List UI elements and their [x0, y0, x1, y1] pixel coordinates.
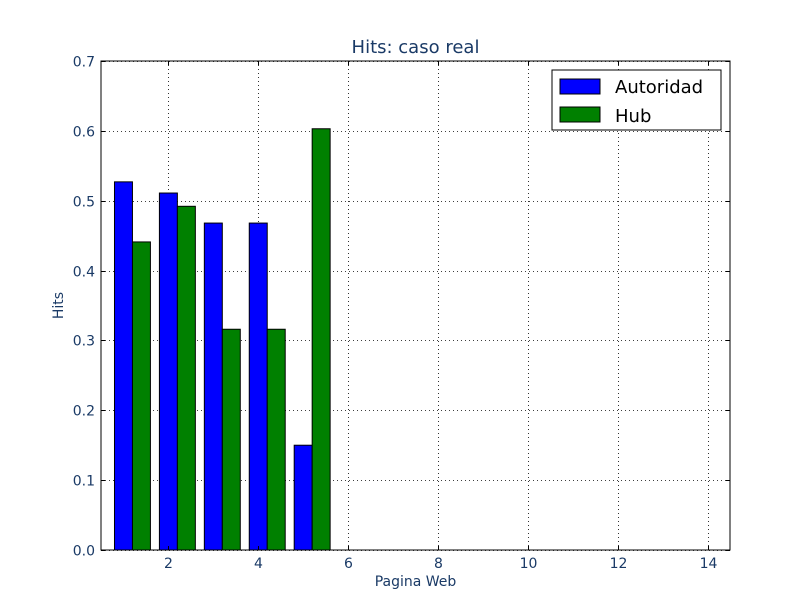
bar-hub-1 [131, 241, 151, 551]
legend-swatch-hub [559, 106, 601, 123]
x-tick-label: 12 [610, 556, 628, 572]
y-tick-label: 0.7 [73, 55, 95, 71]
x-tick-label: 10 [520, 556, 538, 572]
y-tick-label: 0.0 [73, 544, 95, 560]
bar-autoridad-5 [293, 444, 313, 551]
y-tick-label: 0.1 [73, 474, 95, 490]
plot-frame [100, 60, 731, 551]
x-axis-label: Pagina Web [375, 574, 457, 590]
legend-label-hub: Hub [615, 106, 651, 127]
x-tick-label: 8 [434, 556, 443, 572]
legend-label-autoridad: Autoridad [615, 77, 703, 98]
y-tick-label: 0.6 [73, 125, 95, 141]
chart-title: Hits: caso real [352, 37, 480, 58]
axis-ticks: 2 4 6 8 10 12 14 0.0 0.1 0.2 0.3 0.4 0.5 0.6 0.7 [73, 55, 730, 572]
legend-swatch-autoridad [559, 78, 601, 95]
bar-autoridad-1 [113, 181, 133, 551]
bar-hub-5 [311, 128, 331, 551]
x-tick-label: 2 [164, 556, 173, 572]
y-axis-label: Hits [51, 292, 67, 319]
x-tick-label: 4 [254, 556, 263, 572]
bar-hub-4 [266, 328, 286, 551]
legend: Autoridad Hub [551, 69, 722, 131]
x-tick-label: 6 [344, 556, 353, 572]
y-tick-label: 0.4 [73, 265, 95, 281]
y-tick-label: 0.5 [73, 195, 95, 211]
bar-autoridad-3 [203, 222, 223, 551]
bar-autoridad-2 [158, 192, 178, 551]
y-tick-label: 0.2 [73, 404, 95, 420]
y-tick-label: 0.3 [73, 334, 95, 350]
x-tick-label: 14 [700, 556, 718, 572]
bar-autoridad-4 [248, 222, 268, 551]
bar-hub-3 [221, 328, 241, 551]
bars [113, 128, 331, 551]
bar-hub-2 [176, 205, 196, 551]
